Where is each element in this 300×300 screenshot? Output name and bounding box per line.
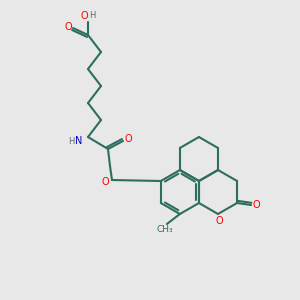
- Text: O: O: [80, 11, 88, 21]
- Text: O: O: [215, 216, 223, 226]
- Text: H: H: [89, 11, 95, 20]
- Text: CH₃: CH₃: [157, 226, 173, 235]
- Text: O: O: [124, 134, 132, 144]
- Text: O: O: [252, 200, 260, 210]
- Text: H: H: [68, 136, 74, 146]
- Text: O: O: [101, 177, 109, 187]
- Text: O: O: [64, 22, 72, 32]
- Text: N: N: [75, 136, 83, 146]
